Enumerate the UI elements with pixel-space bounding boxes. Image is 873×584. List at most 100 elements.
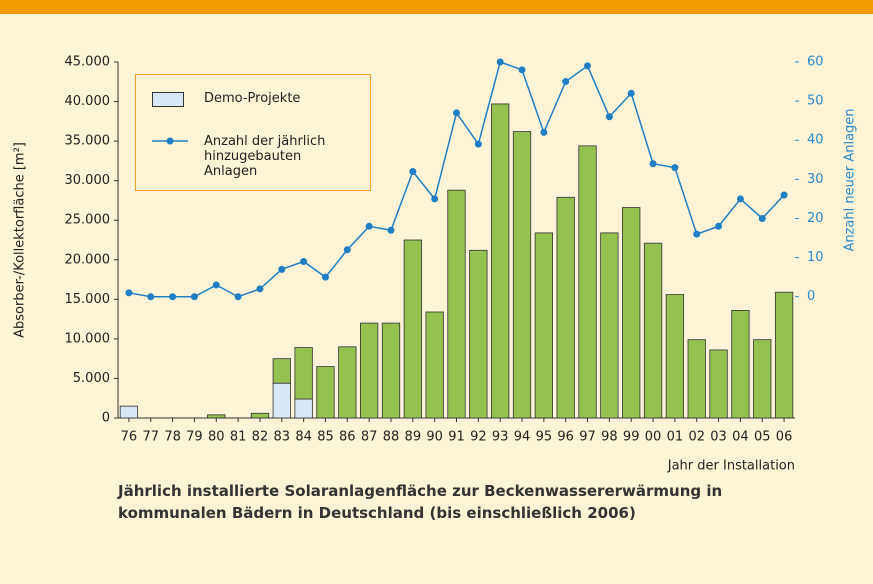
x-tick-label: 76 [121, 430, 138, 445]
point [758, 214, 766, 222]
y-tick-label: 45.000 [65, 55, 111, 70]
y-tick-label: 35.000 [65, 134, 111, 149]
y-tick-label: 30.000 [65, 173, 111, 188]
y2-tick-label: 60 [807, 55, 824, 70]
bar [753, 339, 772, 419]
x-tick-label: 95 [536, 430, 553, 445]
bar [207, 414, 226, 419]
legend: Demo-Projekte Anzahl der jährlich hinzug… [135, 74, 371, 191]
y2-tick-label: 10 [807, 250, 824, 265]
x-tick-label: 78 [164, 430, 181, 445]
bar [687, 339, 706, 419]
point [190, 293, 198, 301]
bar [119, 405, 139, 419]
x-tick-label: 90 [426, 430, 443, 445]
x-tick-label: 89 [405, 430, 422, 445]
y-tick-label: 40.000 [65, 94, 111, 109]
point [409, 168, 417, 176]
point [125, 289, 133, 297]
point [147, 293, 155, 301]
bar [556, 196, 575, 419]
bar [512, 131, 532, 419]
legend-swatch [152, 92, 184, 107]
point [278, 265, 286, 273]
caption: Jährlich installierte Solaranlagenfläche… [118, 480, 722, 524]
x-tick-label: 06 [776, 430, 793, 445]
point [496, 58, 504, 66]
x-tick-label: 79 [186, 430, 203, 445]
bar [491, 103, 510, 419]
point [212, 281, 220, 289]
x-tick-label: 93 [492, 430, 509, 445]
point [431, 195, 439, 203]
x-tick-label: 03 [710, 430, 727, 445]
x-tick-label: 86 [339, 430, 356, 445]
bar [294, 398, 313, 419]
point [693, 230, 701, 238]
point [453, 109, 460, 117]
bar [403, 239, 422, 419]
point [300, 258, 308, 266]
bar [294, 347, 313, 400]
x-tick-label: 05 [754, 430, 771, 445]
point [365, 222, 373, 230]
x-tick-label: 85 [317, 430, 334, 445]
bar [381, 322, 401, 419]
y-tick-label: 20.000 [65, 252, 111, 267]
y-axis-label: Absorber-/Kollektorfläche [m²] [13, 142, 28, 338]
bar [447, 189, 466, 419]
bar [622, 207, 641, 419]
point [169, 293, 177, 301]
bar [250, 412, 270, 419]
bar [709, 349, 728, 419]
top-bar [0, 0, 873, 14]
x-tick-label: 01 [667, 430, 684, 445]
point [256, 285, 264, 293]
x-tick-label: 83 [274, 430, 291, 445]
point [584, 62, 592, 70]
x-tick-label: 99 [623, 430, 640, 445]
x-tick-label: 00 [645, 430, 662, 445]
y-tick-label: 25.000 [65, 213, 111, 228]
bar [578, 145, 597, 419]
y2-tick-label: 0 [807, 289, 815, 304]
point [671, 164, 679, 172]
legend-label: Demo-Projekte [204, 91, 301, 106]
bar [774, 291, 794, 419]
bar [665, 294, 685, 419]
point [605, 113, 613, 121]
point [540, 128, 548, 136]
bar [272, 358, 291, 384]
y-tick-label: 10.000 [65, 331, 111, 346]
bar [643, 242, 663, 419]
point [321, 273, 329, 281]
y2-tick-label: 50 [807, 94, 824, 109]
point [780, 191, 788, 199]
bar [469, 249, 488, 419]
point [627, 89, 635, 97]
point [736, 195, 744, 203]
caption-line: Jährlich installierte Solaranlagenfläche… [118, 482, 723, 500]
x-tick-label: 82 [252, 430, 269, 445]
bar [338, 346, 357, 419]
y-tick-label: 0 [102, 411, 110, 426]
point [234, 293, 242, 301]
bar [600, 232, 619, 419]
x-tick-label: 77 [142, 430, 159, 445]
bar [731, 310, 750, 419]
caption-line: kommunalen Bädern in Deutschland (bis ei… [118, 504, 636, 522]
x-axis-label: Jahr der Installation [667, 459, 795, 474]
x-tick-label: 81 [230, 430, 247, 445]
y2-tick-label: 30 [807, 172, 824, 187]
y2-tick-label: 20 [807, 211, 824, 226]
x-tick-label: 80 [208, 430, 225, 445]
point [562, 78, 570, 86]
point [649, 160, 657, 168]
legend-line [152, 137, 188, 145]
x-tick-label: 92 [470, 430, 487, 445]
x-tick-label: 88 [383, 430, 400, 445]
bar [316, 366, 335, 419]
legend-label: Anzahl der jährlich hinzugebauten Anlage… [204, 134, 326, 179]
